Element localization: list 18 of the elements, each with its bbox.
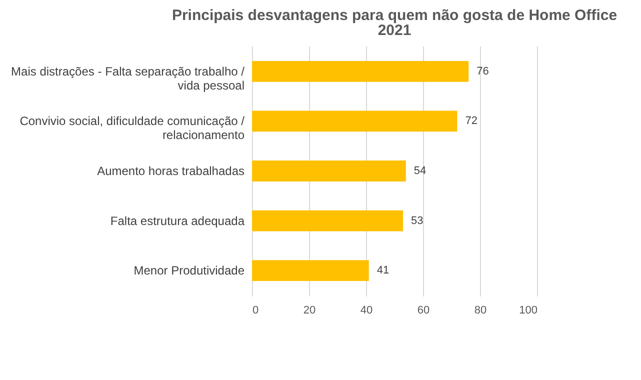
- x-tick-label: 40: [360, 304, 373, 316]
- chart-title: Principais desvantagens para quem não gosta de Home Office: [172, 7, 618, 24]
- data-label: 53: [411, 214, 424, 227]
- x-tick-label: 20: [303, 304, 316, 316]
- y-tick-label: Aumento horas trabalhadas: [97, 164, 244, 178]
- data-label: 76: [476, 65, 489, 78]
- y-tick-label: Mais distrações - Falta separação trabalho / vida pessoal: [11, 64, 246, 92]
- x-tick-label: 60: [417, 304, 430, 316]
- y-tick-label: Convivio social, dificuldade comunicação / relacionamento: [20, 114, 246, 142]
- x-tick-label: 100: [519, 304, 538, 316]
- data-label: 72: [465, 115, 478, 128]
- chart-subtitle: 2021: [378, 22, 412, 39]
- x-tick-label: 0: [252, 304, 259, 316]
- data-label: 54: [414, 165, 426, 177]
- data-label: 41: [376, 264, 390, 277]
- y-tick-label: Menor Produtividade: [134, 264, 245, 278]
- x-tick-label: 80: [474, 304, 487, 316]
- y-tick-label: Falta estrutura adequada: [110, 214, 245, 228]
